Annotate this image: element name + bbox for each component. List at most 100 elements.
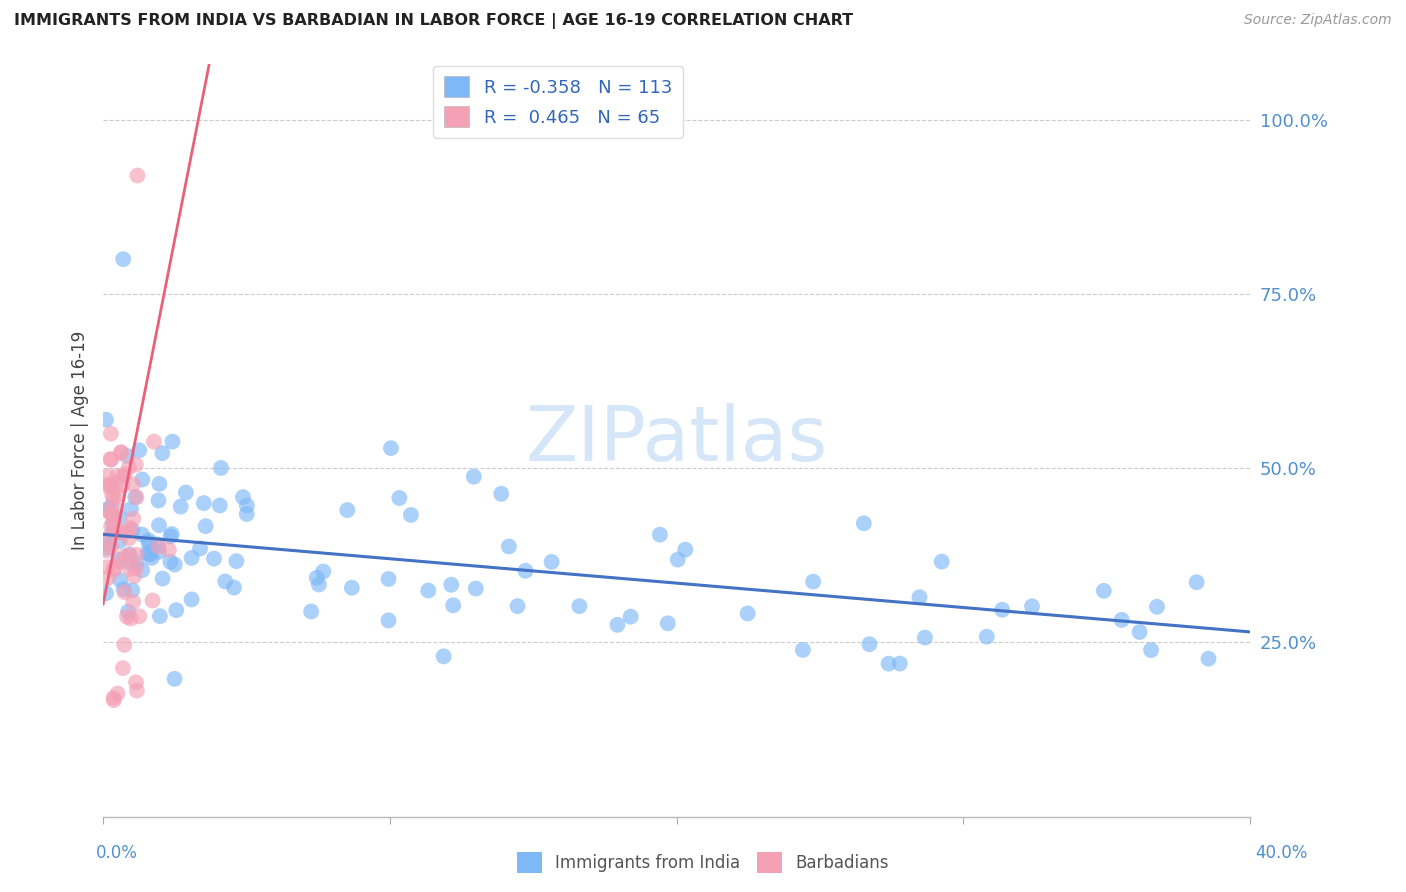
Point [657,616,679,631]
Point [991,603,1014,617]
Point [115,609,138,624]
Point [377,614,399,628]
Point [180,592,202,607]
Point [648,527,671,541]
Point [108,534,131,549]
Point [120,502,142,516]
Point [142,434,165,449]
Point [118,460,141,475]
Point [120,611,142,625]
Point [118,549,141,563]
Point [96,543,118,558]
Point [112,252,135,267]
Point [125,458,148,472]
Point [464,582,486,596]
Point [107,687,129,701]
Point [125,556,148,570]
Point [148,540,170,554]
Point [498,540,520,554]
Point [128,443,150,458]
Point [96,533,118,547]
Point [1111,613,1133,627]
Point [103,491,125,505]
Point [399,508,422,522]
Point [152,572,174,586]
Point [115,449,138,463]
Point [380,441,402,455]
Point [108,573,131,587]
Point [114,549,136,564]
Point [100,507,122,521]
Point [101,526,124,541]
Point [131,473,153,487]
Point [103,563,125,577]
Point [188,541,211,556]
Point [889,657,911,671]
Point [858,637,880,651]
Legend: R = -0.358   N = 113, R =  0.465   N = 65: R = -0.358 N = 113, R = 0.465 N = 65 [433,66,683,138]
Point [162,434,184,449]
Y-axis label: In Labor Force | Age 16-19: In Labor Force | Age 16-19 [72,331,89,550]
Point [489,487,512,501]
Point [111,478,134,492]
Point [801,574,824,589]
Point [120,521,142,535]
Point [110,555,132,569]
Point [148,544,170,558]
Point [94,541,117,556]
Point [103,520,125,534]
Point [506,599,529,614]
Point [103,693,125,707]
Point [222,581,245,595]
Point [440,578,463,592]
Point [235,507,257,521]
Point [908,591,931,605]
Point [103,512,125,526]
Point [141,550,163,565]
Point [100,500,122,514]
Point [136,546,159,560]
Text: 40.0%: 40.0% [1256,844,1308,862]
Point [97,502,120,516]
Point [299,604,322,618]
Point [163,558,186,572]
Point [117,605,139,619]
Point [110,445,132,459]
Point [174,485,197,500]
Point [1198,651,1220,665]
Text: IMMIGRANTS FROM INDIA VS BARBADIAN IN LABOR FORCE | AGE 16-19 CORRELATION CHART: IMMIGRANTS FROM INDIA VS BARBADIAN IN LA… [14,13,853,29]
Point [118,523,141,537]
Point [1021,599,1043,614]
Point [125,683,148,698]
Point [120,556,142,570]
Point [792,643,814,657]
Point [388,491,411,505]
Point [100,540,122,554]
Point [194,519,217,533]
Point [96,571,118,585]
Point [165,603,187,617]
Point [606,618,628,632]
Point [180,551,202,566]
Point [107,488,129,502]
Point [100,452,122,467]
Point [128,609,150,624]
Point [568,599,591,614]
Point [931,555,953,569]
Point [308,577,330,591]
Point [1129,625,1152,640]
Point [121,583,143,598]
Point [105,476,128,491]
Point [110,446,132,460]
Text: ZIPatlas: ZIPatlas [526,403,828,477]
Point [673,542,696,557]
Point [118,562,141,576]
Point [142,593,165,607]
Text: Source: ZipAtlas.com: Source: ZipAtlas.com [1244,13,1392,28]
Point [125,561,148,575]
Point [214,574,236,589]
Point [148,518,170,533]
Point [122,511,145,525]
Point [163,672,186,686]
Point [96,560,118,574]
